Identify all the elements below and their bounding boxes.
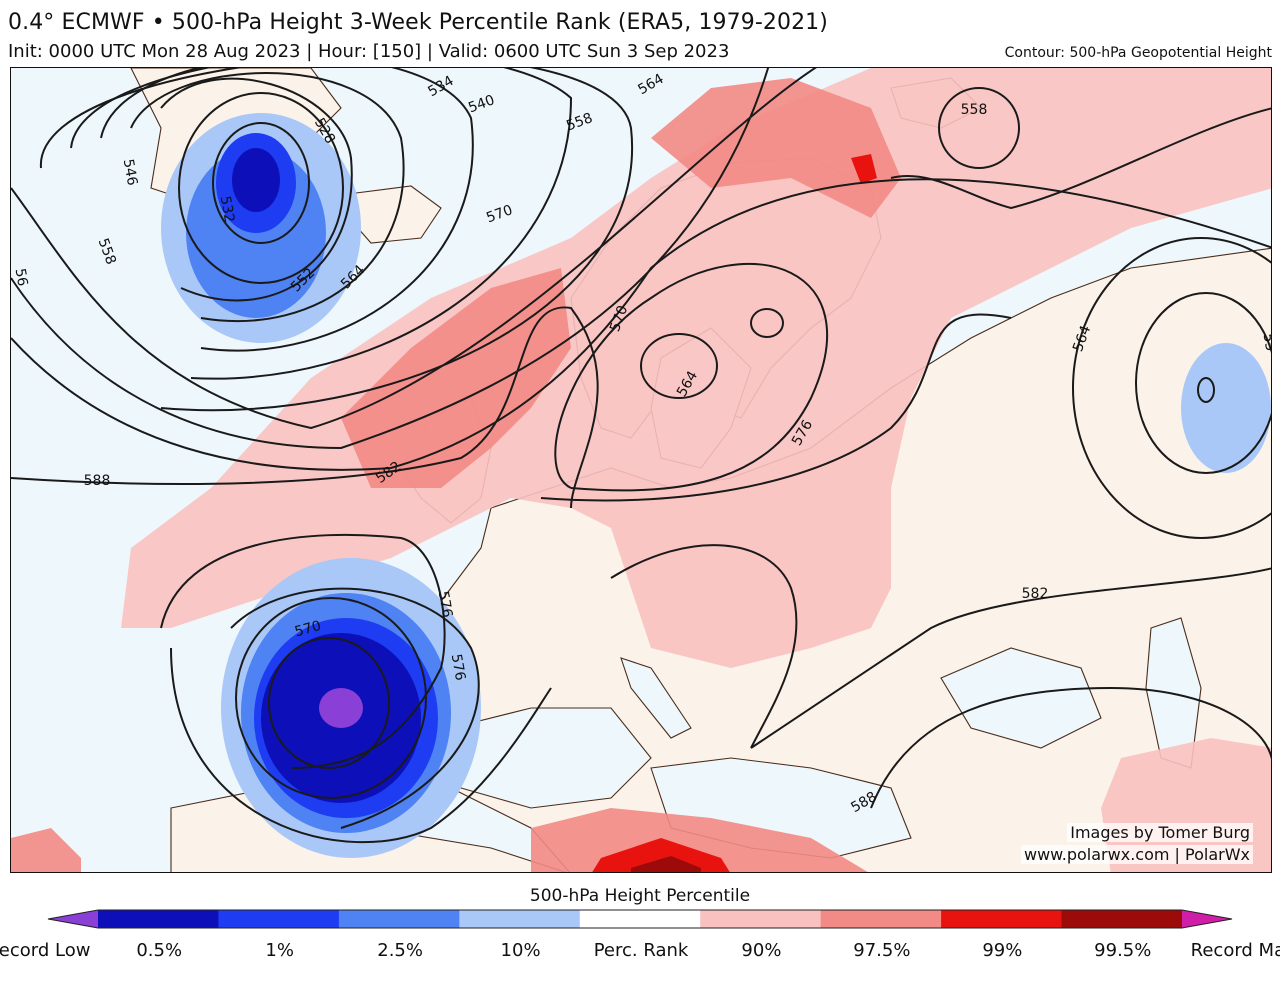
anomaly-high-africa-max [631, 856, 701, 872]
map-panel: 528 534 540 558 564 546 558 532 552 564 … [10, 67, 1272, 873]
colorbar-segment [700, 910, 822, 928]
contour-label: 558 [961, 102, 988, 118]
colorbar-label: 10% [500, 940, 541, 961]
contour-label: 532 [217, 195, 237, 224]
map-svg: 528 534 540 558 564 546 558 532 552 564 … [11, 68, 1272, 872]
colorbar-title: 500-hPa Height Percentile [529, 886, 751, 906]
anomaly-high-sw-corner [11, 828, 81, 872]
colorbar-segment [579, 910, 701, 928]
anomaly-high-record-finland [851, 154, 877, 184]
height-contours [11, 68, 1271, 844]
colorbar [47, 909, 1233, 929]
colorbar-label: Record Low [0, 940, 91, 961]
colorbar-label: 99% [982, 940, 1023, 961]
colorbar-label: Perc. Rank [593, 940, 689, 961]
colorbar-label: 1% [265, 940, 294, 961]
colorbar-segment [941, 910, 1063, 928]
colorbar-segment [338, 910, 460, 928]
chart-title: 0.4° ECMWF • 500-hPa Height 3-Week Perce… [8, 10, 828, 35]
contour-label: 576 [435, 590, 455, 619]
contour-label: 570 [293, 618, 323, 640]
colorbar-label: 99.5% [1094, 940, 1152, 961]
credit-website: www.polarwx.com | PolarWx [1020, 845, 1253, 864]
colorbar-label: 97.5% [853, 940, 911, 961]
anomaly-high-atlantic [121, 68, 1271, 668]
contour-label: 546 [120, 158, 140, 187]
anomaly-low-east [1181, 343, 1271, 473]
colorbar-segment [459, 910, 581, 928]
anomaly-high-africa-core [592, 838, 730, 872]
credit-author: Images by Tomer Burg [1067, 823, 1253, 842]
anomaly-low-iberia-record [319, 688, 363, 728]
anomaly-high-strong-nw [341, 268, 571, 488]
colorbar-segment [820, 910, 942, 928]
colorbar-label: 90% [741, 940, 782, 961]
colorbar-segment [1061, 910, 1183, 928]
chart-subtitle: Init: 0000 UTC Mon 28 Aug 2023 | Hour: [… [8, 41, 730, 62]
colorbar-label: Record Max [1190, 940, 1280, 961]
colorbar-record-max-tip [1182, 910, 1232, 928]
anomaly-high-strong-north [651, 78, 901, 218]
contour-label: 588 [84, 473, 111, 489]
colorbar-segment [98, 910, 219, 928]
anomaly-low-greenland-05 [232, 148, 280, 212]
colorbar-label: 2.5% [377, 940, 423, 961]
colorbar-label: 0.5% [136, 940, 183, 961]
contour-label: 576 [448, 653, 468, 682]
contour-note: Contour: 500-hPa Geopotential Height [1004, 45, 1272, 61]
contour-label: 56 [12, 267, 31, 287]
black-sea [940, 647, 1102, 749]
adriatic-sea [620, 657, 692, 739]
colorbar-segment [218, 910, 340, 928]
colorbar-outline [47, 909, 1233, 929]
contour-label: 55 [1260, 332, 1272, 352]
colorbar-record-low-tip [48, 910, 98, 928]
contour-label: 582 [1022, 586, 1049, 602]
mediterranean-west [450, 707, 652, 809]
